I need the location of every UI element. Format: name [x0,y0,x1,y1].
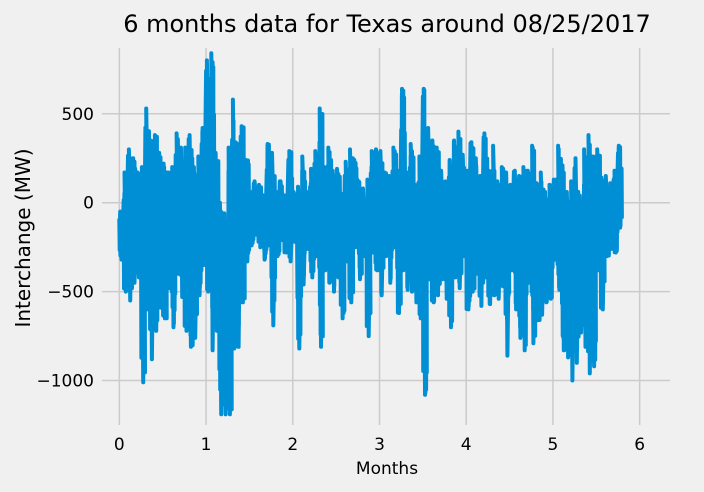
series-line-0 [117,51,624,417]
x-tick-label-2: 2 [287,435,298,455]
tick-layer: 0 1 2 3 4 5 6 −1000 −500 0 500 [36,105,645,455]
chart-title: 6 months data for Texas around 08/25/201… [123,10,651,38]
x-tick-label-4: 4 [461,435,472,455]
x-axis-label: Months [356,459,418,479]
y-tick-label-0: −1000 [36,372,94,392]
x-tick-label-5: 5 [548,435,559,455]
x-tick-label-3: 3 [374,435,385,455]
x-tick-label-6: 6 [634,435,645,455]
data-layer [117,51,624,417]
y-tick-label-1: −500 [47,283,94,303]
x-tick-label-1: 1 [201,435,212,455]
y-axis-label: Interchange (MW) [11,148,35,327]
y-tick-label-2: 0 [83,194,94,214]
y-tick-label-3: 500 [62,105,94,125]
x-tick-label-0: 0 [114,435,125,455]
